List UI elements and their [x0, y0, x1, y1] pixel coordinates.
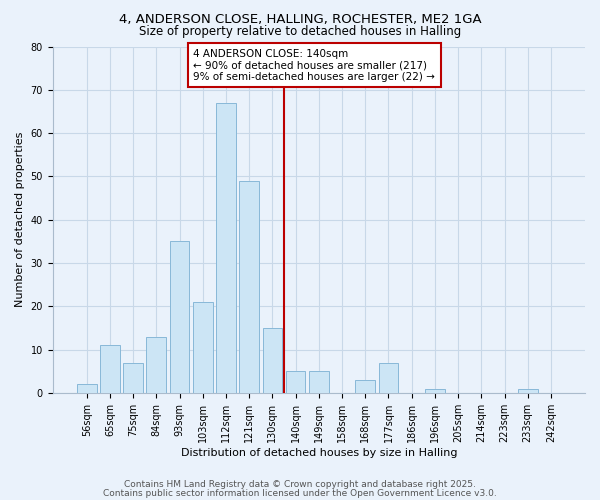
Y-axis label: Number of detached properties: Number of detached properties [15, 132, 25, 308]
Text: Contains public sector information licensed under the Open Government Licence v3: Contains public sector information licen… [103, 488, 497, 498]
Text: 4 ANDERSON CLOSE: 140sqm
← 90% of detached houses are smaller (217)
9% of semi-d: 4 ANDERSON CLOSE: 140sqm ← 90% of detach… [193, 48, 436, 82]
Text: Size of property relative to detached houses in Halling: Size of property relative to detached ho… [139, 25, 461, 38]
Text: 4, ANDERSON CLOSE, HALLING, ROCHESTER, ME2 1GA: 4, ANDERSON CLOSE, HALLING, ROCHESTER, M… [119, 12, 481, 26]
Bar [309, 371, 329, 393]
Bar [170, 242, 190, 393]
Bar [355, 380, 375, 393]
Bar [193, 302, 212, 393]
Bar [239, 180, 259, 393]
X-axis label: Distribution of detached houses by size in Halling: Distribution of detached houses by size … [181, 448, 457, 458]
Bar [379, 362, 398, 393]
Bar [518, 388, 538, 393]
Bar [100, 345, 120, 393]
Bar [286, 371, 305, 393]
Bar [263, 328, 282, 393]
Text: Contains HM Land Registry data © Crown copyright and database right 2025.: Contains HM Land Registry data © Crown c… [124, 480, 476, 489]
Bar [216, 103, 236, 393]
Bar [123, 362, 143, 393]
Bar [146, 336, 166, 393]
Bar [77, 384, 97, 393]
Bar [425, 388, 445, 393]
